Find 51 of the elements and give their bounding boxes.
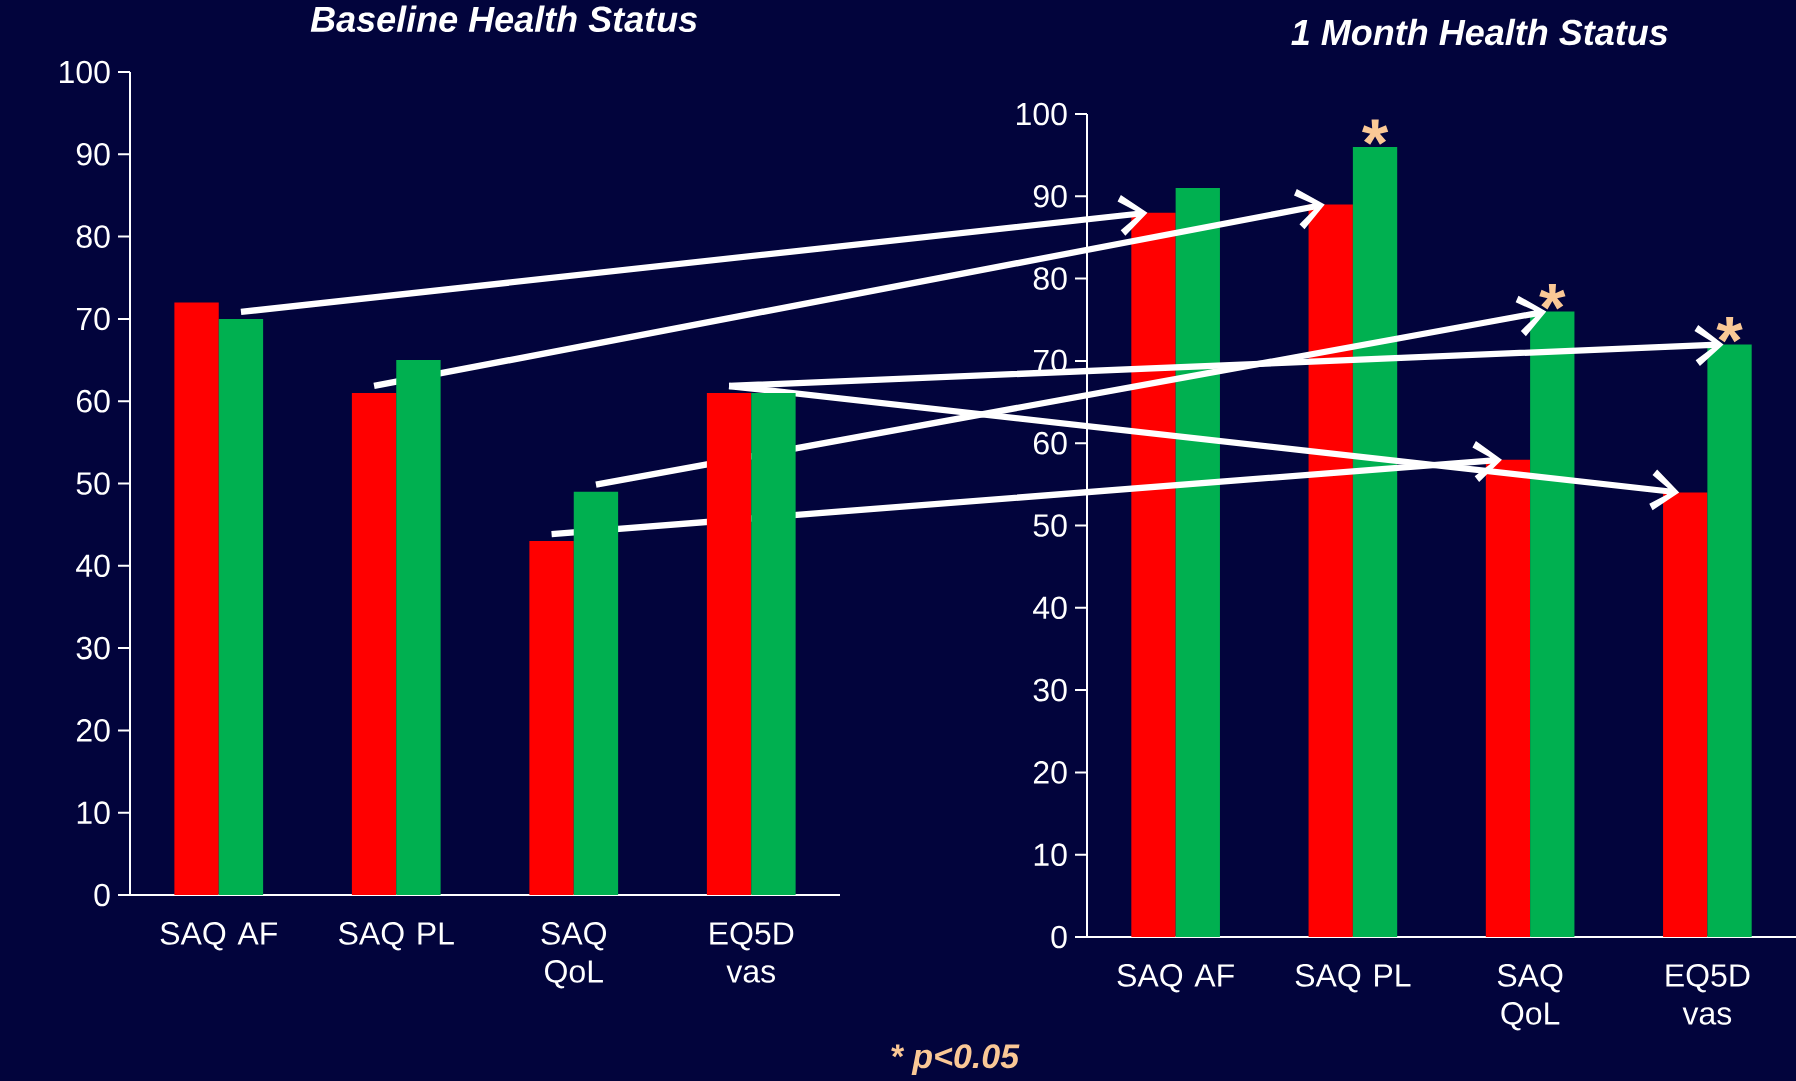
bar [1485,459,1531,937]
y-tick-label: 0 [94,883,110,907]
bar [529,541,574,895]
bar [1308,204,1353,937]
y-tick-label: 0 [1051,925,1067,949]
bar [174,302,219,895]
y-tick-label: 100 [60,60,110,84]
bar [573,491,619,895]
x-tick-label: SAQ AF [1117,964,1234,993]
bar [218,318,264,895]
chart-title: Baseline Health Status [310,5,697,33]
x-tick-label: SAQ PL [339,922,454,951]
y-tick-label: 30 [1033,678,1067,702]
x-tick-label: EQ5D vas [710,922,794,983]
y-tick-label: 40 [1033,596,1067,620]
bar [1530,311,1575,937]
y-tick-label: 20 [1033,761,1067,784]
y-tick-label: 40 [76,554,110,578]
bar [396,360,441,895]
bar [1707,344,1752,937]
y-tick-label: 50 [1033,514,1067,537]
bar [1175,188,1220,937]
bar [1663,492,1708,937]
bar [751,392,796,895]
annotation: * [1539,284,1566,310]
x-tick-label: SAQ QoL [541,922,607,989]
text: * p<0.05 [891,1044,1020,1075]
y-tick-label: 100 [1017,102,1067,126]
y-tick-label: 90 [1033,184,1067,208]
x-tick-label: SAQ QoL [1497,964,1563,1031]
x-tick-label: SAQ AF [160,922,278,951]
y-tick-label: 10 [77,801,110,825]
y-tick-label: 70 [76,307,110,331]
bar [1131,212,1176,937]
y-tick-label: 90 [76,142,110,166]
bar [351,392,397,895]
y-tick-label: 80 [76,225,110,248]
annotation: * [1716,317,1743,343]
chart-title: 1 Month Health Status [1291,18,1668,46]
x-tick-label: EQ5D vas [1666,964,1750,1025]
y-tick-label: 60 [1033,431,1067,455]
y-tick-label: 50 [76,472,110,495]
y-tick-label: 60 [76,389,110,413]
y-tick-label: 80 [1033,267,1067,290]
bar [1352,146,1398,937]
bar [706,392,752,895]
y-tick-label: 10 [1034,843,1067,867]
y-tick-label: 20 [76,719,110,742]
y-tick-label: 30 [76,636,110,660]
annotation: * [1361,119,1389,145]
x-tick-label: SAQ PL [1295,964,1411,993]
